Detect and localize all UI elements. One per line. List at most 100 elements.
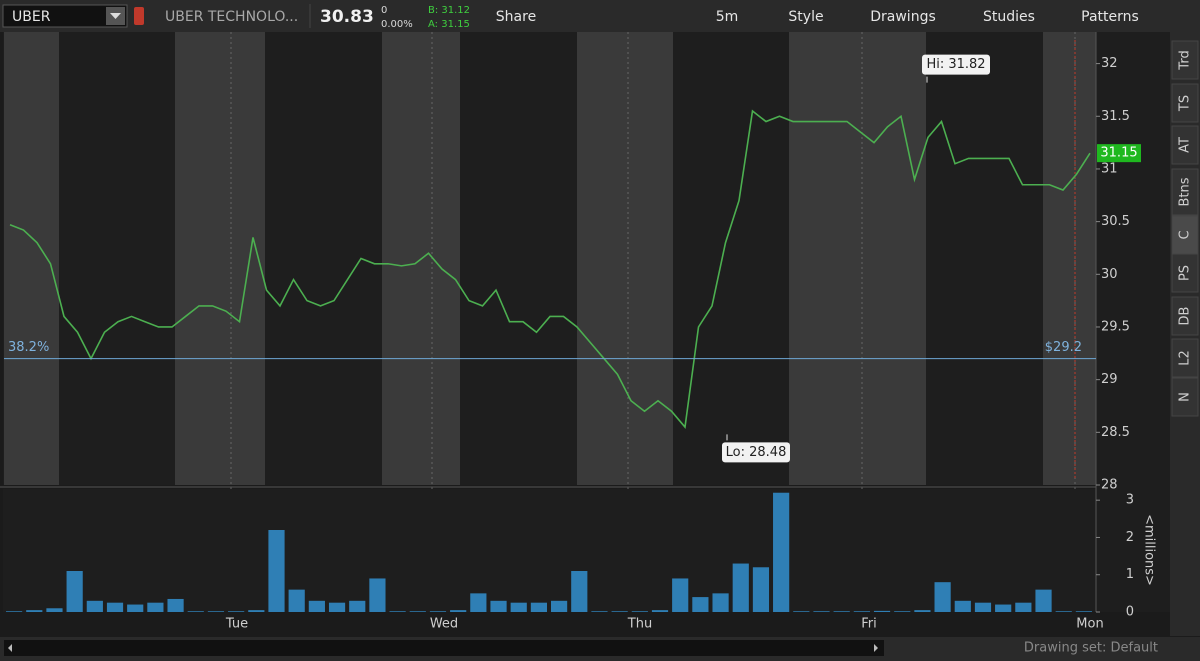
volume-bar xyxy=(187,611,204,612)
volume-bar xyxy=(510,602,527,612)
side-tab-label[interactable]: L2 xyxy=(1178,350,1193,366)
x-tick-label: Fri xyxy=(861,617,877,632)
volume-bar xyxy=(288,589,305,612)
side-tab-label[interactable]: PS xyxy=(1178,265,1193,281)
x-tick-label: Mon xyxy=(1076,617,1103,632)
y-tick-label: 30 xyxy=(1101,267,1118,282)
net-change-pct: 0.00% xyxy=(381,19,413,30)
side-tab[interactable] xyxy=(1171,253,1199,293)
volume-bar xyxy=(268,530,285,612)
volume-axis-label: <millions> xyxy=(1142,514,1157,586)
y-tick-label: 30.5 xyxy=(1101,214,1130,229)
volume-bar xyxy=(1015,602,1032,612)
side-tab-label[interactable]: Trd xyxy=(1178,50,1193,70)
volume-bar xyxy=(1035,589,1052,612)
symbol-box[interactable] xyxy=(2,4,128,28)
last-price-tag xyxy=(1097,144,1141,163)
symbol: UBER xyxy=(12,9,51,25)
volume-bar xyxy=(752,567,770,612)
volume-bar xyxy=(1055,611,1072,612)
extended-hours-shading xyxy=(4,32,1096,485)
net-change: 0 xyxy=(381,5,387,16)
side-tab[interactable] xyxy=(1171,377,1199,417)
volume-tick-label: 2 xyxy=(1126,530,1134,545)
price-axis xyxy=(1096,32,1170,612)
side-tab[interactable] xyxy=(1171,83,1199,123)
side-tab[interactable] xyxy=(1171,168,1199,216)
volume-bar xyxy=(672,578,689,612)
volume-bar xyxy=(389,611,406,612)
volume-bar xyxy=(954,600,971,612)
volume-bar xyxy=(914,610,931,612)
volume-bar xyxy=(571,571,588,612)
bid: B: 31.12 xyxy=(428,5,470,16)
company-name: UBER TECHNOLO... xyxy=(165,9,298,25)
volume-bar xyxy=(167,598,184,612)
volume-bar xyxy=(429,611,447,612)
volume-pane xyxy=(3,489,1096,612)
low-label: Lo: 28.48 xyxy=(726,445,787,460)
volume-bar xyxy=(873,610,891,612)
volume-bar xyxy=(6,611,23,612)
x-tick-label: Thu xyxy=(627,617,652,632)
volume-bar xyxy=(127,604,144,612)
volume-tick-label: 1 xyxy=(1126,567,1134,582)
side-tab[interactable] xyxy=(1171,125,1199,165)
volume-bar xyxy=(611,611,628,612)
volume-bar xyxy=(106,602,124,612)
side-tab-label[interactable]: N xyxy=(1178,392,1193,402)
volume-bar xyxy=(732,563,749,612)
toolbar-button[interactable]: Patterns xyxy=(1081,9,1139,25)
x-tick-label: Wed xyxy=(430,617,458,632)
side-tab-label[interactable]: Btns xyxy=(1178,177,1193,206)
toolbar-button[interactable]: Studies xyxy=(983,9,1035,25)
side-tab[interactable] xyxy=(1171,40,1199,80)
price-line xyxy=(9,109,1091,429)
toolbar-button[interactable]: Share xyxy=(496,9,536,25)
volume-bar xyxy=(530,602,547,612)
low-bubble xyxy=(722,442,790,463)
volume-bar xyxy=(894,611,911,612)
volume-tick-label: 3 xyxy=(1126,493,1134,508)
volume-bar xyxy=(490,600,507,612)
volume-bar xyxy=(551,600,568,612)
side-tab-label[interactable]: AT xyxy=(1178,137,1193,153)
alert-icon[interactable] xyxy=(134,7,144,25)
toolbar xyxy=(0,0,1200,32)
price-pane xyxy=(3,32,1096,485)
scrollbar[interactable] xyxy=(4,640,884,656)
side-tab[interactable] xyxy=(1171,338,1199,378)
volume-bar xyxy=(207,611,225,612)
y-tick-label: 29.5 xyxy=(1101,319,1130,334)
toolbar-button[interactable]: Drawings xyxy=(870,9,936,25)
volume-bar xyxy=(974,602,992,612)
y-tick-label: 31.5 xyxy=(1101,109,1130,124)
ask: A: 31.15 xyxy=(428,19,470,30)
side-tab-label[interactable]: C xyxy=(1178,230,1193,239)
high-label: Hi: 31.82 xyxy=(926,57,985,72)
fib-price: $29.2 xyxy=(1045,340,1082,355)
drawing-set[interactable]: Drawing set: Default xyxy=(1024,641,1158,656)
time-axis xyxy=(0,612,1170,636)
side-tab-label[interactable]: DB xyxy=(1178,307,1193,326)
volume-bar xyxy=(349,600,366,612)
y-tick-label: 32 xyxy=(1101,56,1118,71)
y-tick-label: 31 xyxy=(1101,161,1118,176)
x-tick-label: Tue xyxy=(225,617,248,632)
volume-bar xyxy=(995,604,1012,612)
volume-bar xyxy=(591,611,608,612)
toolbar-button[interactable]: 5m xyxy=(716,9,739,25)
volume-bar xyxy=(147,602,164,612)
volume-bar xyxy=(409,611,426,612)
volume-bar xyxy=(369,578,386,612)
volume-tick-label: 0 xyxy=(1126,605,1134,620)
y-tick-label: 28.5 xyxy=(1101,425,1130,440)
side-tab-label[interactable]: TS xyxy=(1178,95,1193,112)
volume-bar xyxy=(46,608,63,612)
toolbar-button[interactable]: Style xyxy=(788,9,823,25)
volume-bar xyxy=(26,610,43,612)
volume-bar xyxy=(833,611,850,612)
side-tab[interactable] xyxy=(1171,296,1199,336)
